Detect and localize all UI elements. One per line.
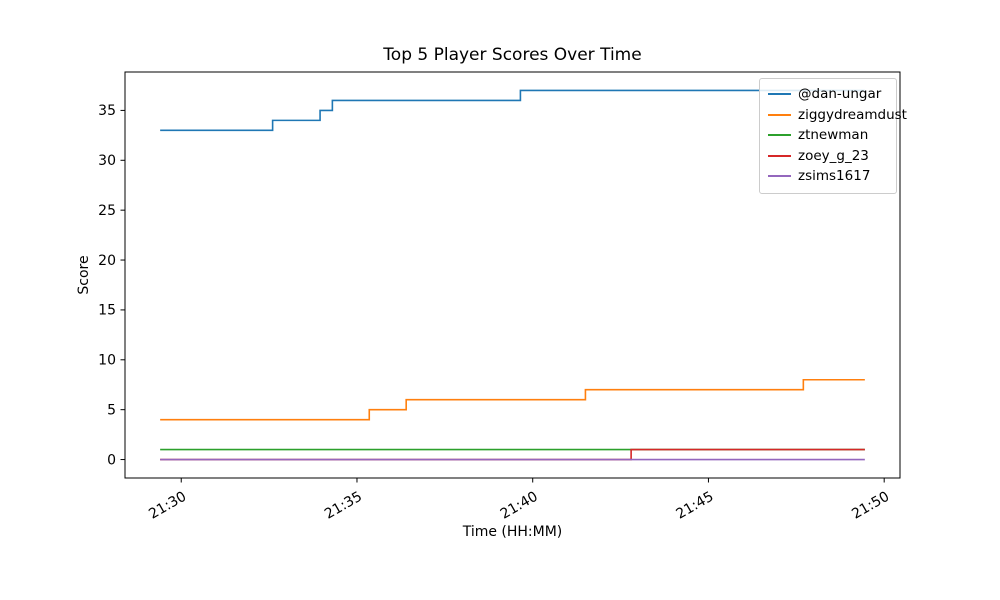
chart-title: Top 5 Player Scores Over Time [383, 45, 642, 65]
legend-swatch-zsims1617 [768, 175, 791, 178]
series-line-zoey_g_23 [160, 448, 865, 461]
legend-label-zoey_g_23: zoey_g_23 [798, 147, 869, 164]
series-line-ziggydreamdust [160, 378, 865, 421]
y-tick-label: 5 [107, 402, 116, 418]
legend-swatch-ztnewman [768, 134, 791, 137]
x-tick-label: 21:30 [146, 489, 189, 523]
x-tick-label: 21:45 [673, 489, 716, 523]
legend-label-zsims1617: zsims1617 [798, 168, 871, 185]
y-tick-label: 35 [98, 103, 116, 119]
y-tick-label: 20 [98, 253, 116, 269]
axes-frame [124, 71, 901, 479]
legend-item-zoey_g_23: zoey_g_23 [768, 146, 888, 167]
x-tick-label: 21:35 [322, 489, 365, 523]
x-tick-label: 21:50 [849, 489, 892, 523]
y-tick-label: 0 [107, 452, 116, 468]
x-axis-label: Time (HH:MM) [462, 524, 563, 540]
legend-item-@dan-ungar: @dan-ungar [768, 84, 888, 105]
legend-item-zsims1617: zsims1617 [768, 166, 888, 187]
y-tick-label: 30 [98, 153, 116, 169]
y-tick-label: 10 [98, 353, 116, 369]
legend-swatch-zoey_g_23 [768, 154, 791, 157]
legend-label-ztnewman: ztnewman [798, 127, 869, 144]
y-axis-label-text: Score [76, 255, 92, 295]
legend: @dan-ungar ziggydreamdust ztnewman zoey_g_2… [759, 78, 907, 194]
legend-item-ztnewman: ztnewman [768, 125, 888, 146]
y-tick-label: 15 [98, 303, 116, 319]
y-tick-label: 25 [98, 203, 116, 219]
legend-swatch-ziggydreamdust [768, 113, 791, 116]
legend-swatch-@dan-ungar [768, 93, 791, 96]
legend-label-@dan-ungar: @dan-ungar [798, 86, 882, 103]
legend-item-ziggydreamdust: ziggydreamdust [768, 105, 907, 126]
series-line-@dan-ungar [160, 89, 865, 132]
x-tick-label: 21:40 [498, 489, 541, 523]
legend-label-ziggydreamdust: ziggydreamdust [798, 106, 907, 123]
